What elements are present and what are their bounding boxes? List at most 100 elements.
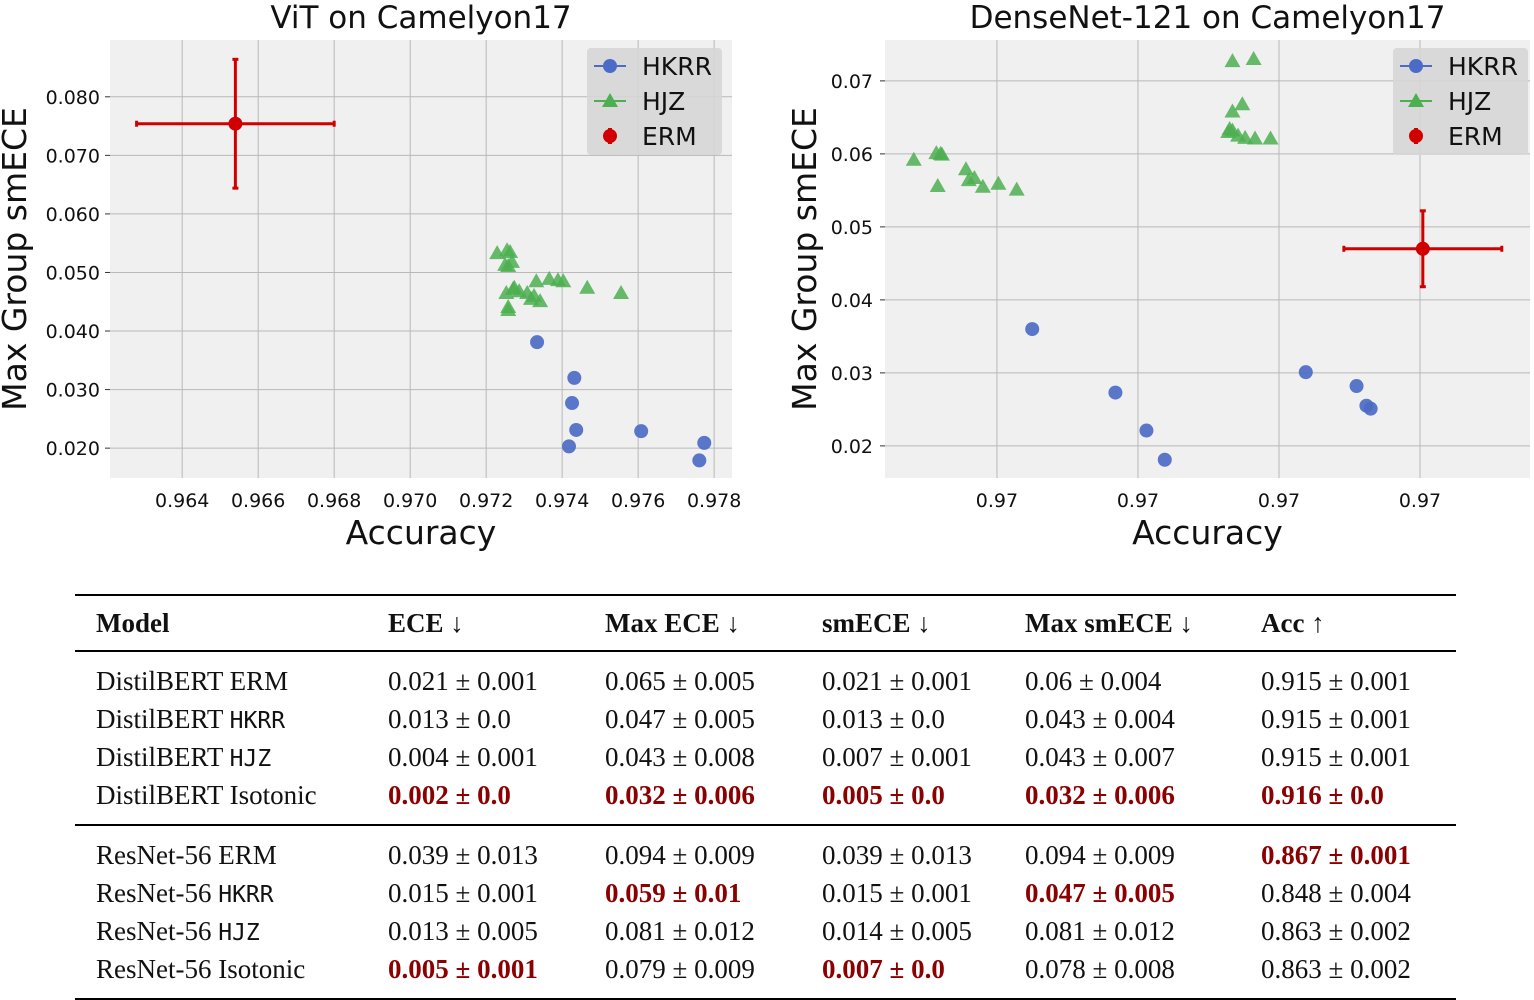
x-tick-label: 0.976 bbox=[611, 490, 665, 512]
erm-point bbox=[228, 116, 243, 131]
chart-title: ViT on Camelyon17 bbox=[270, 0, 571, 36]
hjz-point bbox=[974, 178, 991, 193]
y-tick-label: 0.070 bbox=[46, 145, 100, 167]
y-tick-label: 0.05 bbox=[831, 217, 873, 239]
metric-cell: 0.021 ± 0.001 bbox=[388, 665, 538, 696]
y-tick-label: 0.06 bbox=[831, 144, 873, 166]
metric-cell: 0.848 ± 0.004 bbox=[1261, 877, 1411, 908]
x-tick-label: 0.97 bbox=[976, 490, 1018, 512]
x-tick-label: 0.974 bbox=[535, 490, 589, 512]
hkrr-point bbox=[1298, 365, 1313, 380]
metric-cell: 0.059 ± 0.01 bbox=[605, 877, 742, 908]
method-name: HJZ bbox=[229, 745, 272, 772]
model-name: ResNet-56 Isotonic bbox=[75, 950, 388, 999]
metric-cell: 0.013 ± 0.005 bbox=[388, 915, 538, 946]
legend-box bbox=[587, 48, 722, 155]
legend-label: ERM bbox=[1448, 122, 1503, 151]
hjz-point bbox=[929, 178, 946, 192]
hjz-point bbox=[528, 273, 545, 288]
hjz-point bbox=[1245, 50, 1262, 65]
hjz-point bbox=[1262, 130, 1279, 145]
column-header: smECE ↓ bbox=[822, 607, 931, 638]
metric-cell: 0.043 ± 0.004 bbox=[1025, 703, 1175, 734]
metric-cell: 0.039 ± 0.013 bbox=[388, 839, 538, 870]
method-name: Isotonic bbox=[229, 779, 317, 810]
model-name: ResNet-56 HKRR bbox=[75, 874, 388, 912]
metric-cell: 0.047 ± 0.005 bbox=[605, 703, 755, 734]
model-base: ResNet-56 bbox=[96, 839, 219, 870]
x-tick-label: 0.966 bbox=[231, 490, 285, 512]
x-tick-label: 0.970 bbox=[383, 490, 437, 512]
hjz-point bbox=[506, 279, 523, 294]
metric-cell: 0.078 ± 0.008 bbox=[1025, 953, 1175, 984]
model-base: ResNet-56 bbox=[96, 877, 219, 908]
hjz-point bbox=[957, 161, 974, 176]
hjz-point bbox=[905, 151, 922, 166]
hkrr-legend-icon bbox=[603, 59, 617, 73]
hkrr-point bbox=[1157, 452, 1172, 467]
erm-point bbox=[1415, 241, 1430, 256]
legend: HKRR HJZ ERM bbox=[1393, 48, 1528, 155]
y-tick-label: 0.020 bbox=[46, 438, 100, 460]
metric-cell: 0.863 ± 0.002 bbox=[1261, 953, 1411, 984]
metric-cell: 0.065 ± 0.005 bbox=[605, 665, 755, 696]
table-row: ResNet-56 HJZ 0.013 ± 0.005 0.081 ± 0.012 0… bbox=[75, 912, 1456, 950]
model-base: DistilBERT bbox=[96, 779, 230, 810]
metric-cell: 0.079 ± 0.009 bbox=[605, 953, 755, 984]
legend-label: HJZ bbox=[642, 87, 685, 116]
y-tick-label: 0.040 bbox=[46, 321, 100, 343]
metric-cell: 0.014 ± 0.005 bbox=[822, 915, 972, 946]
results-table: Model ECE ↓ Max ECE ↓ smECE ↓ Max smECE ↓ Acc… bbox=[75, 594, 1456, 1000]
method-name: ERM bbox=[218, 839, 277, 870]
x-tick-label: 0.968 bbox=[307, 490, 361, 512]
method-name: ERM bbox=[229, 665, 289, 696]
hkrr-point bbox=[634, 424, 649, 439]
y-tick-label: 0.02 bbox=[831, 436, 873, 458]
hjz-point bbox=[966, 169, 983, 184]
method-name: HJZ bbox=[218, 919, 260, 946]
table-group-distilbert: DistilBERT ERM 0.021 ± 0.001 0.065 ± 0.005… bbox=[75, 651, 1456, 825]
method-name: HKRR bbox=[218, 881, 274, 908]
hjz-point bbox=[1234, 96, 1251, 111]
model-base: DistilBERT bbox=[96, 741, 230, 772]
hkrr-point bbox=[530, 335, 545, 350]
metric-cell: 0.015 ± 0.001 bbox=[822, 877, 972, 908]
y-axis-label: Max Group smECE bbox=[0, 107, 34, 411]
column-header: Max ECE ↓ bbox=[605, 607, 740, 638]
y-tick-label: 0.030 bbox=[46, 380, 100, 402]
column-header: Acc ↑ bbox=[1261, 607, 1325, 638]
y-tick-label: 0.04 bbox=[831, 290, 873, 312]
y-tick-label: 0.03 bbox=[831, 363, 873, 385]
table-row: DistilBERT ERM 0.021 ± 0.001 0.065 ± 0.005… bbox=[75, 651, 1456, 700]
y-tick-label: 0.060 bbox=[46, 204, 100, 226]
y-tick-label: 0.050 bbox=[46, 262, 100, 284]
table-header-row: Model ECE ↓ Max ECE ↓ smECE ↓ Max smECE ↓ Acc… bbox=[75, 595, 1456, 651]
metric-cell: 0.005 ± 0.0 bbox=[822, 779, 945, 810]
x-tick-label: 0.97 bbox=[1258, 490, 1300, 512]
metric-cell: 0.094 ± 0.009 bbox=[605, 839, 755, 870]
table-row: DistilBERT Isotonic 0.002 ± 0.0 0.032 ± 0.… bbox=[75, 776, 1456, 825]
hkrr-point bbox=[569, 422, 584, 437]
chart-1: 0.97 0.97 0.97 0.97 0.02 0.03 0.04 0.05 0.06 0.07… bbox=[785, 0, 1530, 552]
model-base: DistilBERT bbox=[96, 703, 230, 734]
hjz-point bbox=[613, 284, 630, 299]
metric-cell: 0.015 ± 0.001 bbox=[388, 877, 538, 908]
hjz-point bbox=[555, 273, 572, 288]
table-row: DistilBERT HJZ 0.004 ± 0.001 0.043 ± 0.008… bbox=[75, 738, 1456, 776]
table-row: ResNet-56 HKRR 0.015 ± 0.001 0.059 ± 0.01 0… bbox=[75, 874, 1456, 912]
method-name: Isotonic bbox=[218, 953, 306, 984]
metric-cell: 0.002 ± 0.0 bbox=[388, 779, 511, 810]
table-row: ResNet-56 Isotonic 0.005 ± 0.001 0.079 ± 0… bbox=[75, 950, 1456, 999]
metric-cell: 0.007 ± 0.001 bbox=[822, 741, 972, 772]
hjz-point bbox=[933, 146, 950, 161]
erm-legend-icon bbox=[1409, 129, 1423, 143]
metric-cell: 0.915 ± 0.001 bbox=[1261, 665, 1411, 696]
metric-cell: 0.915 ± 0.001 bbox=[1261, 703, 1411, 734]
metric-cell: 0.081 ± 0.012 bbox=[1025, 915, 1175, 946]
hjz-point bbox=[498, 284, 515, 299]
hkrr-point bbox=[1025, 322, 1040, 337]
metric-cell: 0.863 ± 0.002 bbox=[1261, 915, 1411, 946]
metric-cell: 0.915 ± 0.001 bbox=[1261, 741, 1411, 772]
hjz-legend-icon bbox=[1408, 93, 1424, 107]
hjz-point bbox=[1008, 181, 1025, 196]
